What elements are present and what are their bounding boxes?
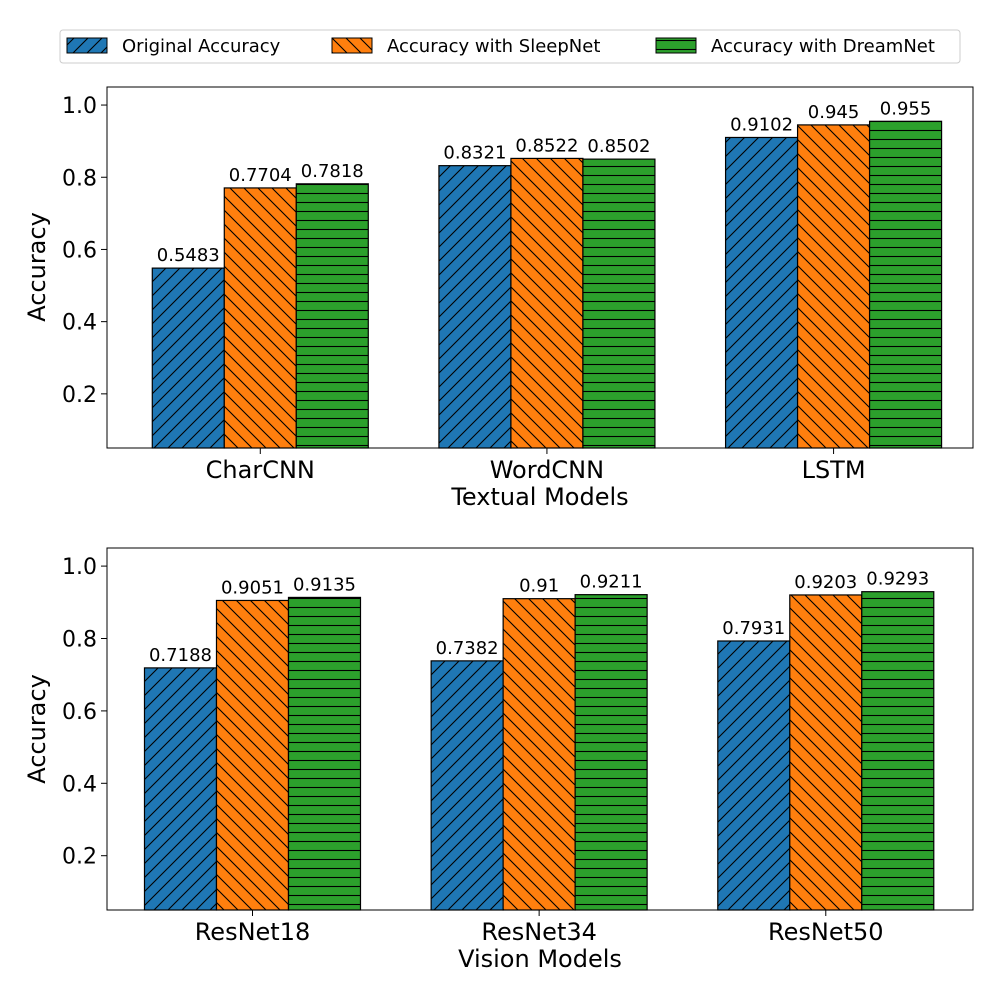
textual-data-label: 0.7704 <box>229 165 292 186</box>
textual-data-label: 0.9102 <box>730 114 793 135</box>
vision-bar-dreamnet-resnet50 <box>861 591 935 911</box>
vision-bar-original-resnet50 <box>717 640 791 911</box>
textual-bar-dreamnet-wordcnn <box>582 158 656 449</box>
textual-bar-original-lstm <box>724 136 799 449</box>
textual-bar-original-charcnn <box>151 267 225 449</box>
textual-x-axis-label: Textual Models <box>450 483 628 511</box>
legend-label-dreamnet: Accuracy with DreamNet <box>711 36 935 57</box>
vision-data-label: 0.9203 <box>794 572 857 593</box>
vision-y-axis-label: Accuracy <box>23 674 51 784</box>
textual-data-label: 0.8321 <box>443 143 506 164</box>
textual-x-tick-label: CharCNN <box>206 456 315 484</box>
vision-data-label: 0.91 <box>519 576 559 597</box>
vision-x-tick-label: ResNet50 <box>768 918 884 946</box>
vision-bar-original-resnet34 <box>430 660 504 911</box>
textual-bar-sleepnet-lstm <box>796 124 871 449</box>
vision-x-tick-label: ResNet34 <box>481 918 597 946</box>
textual-data-label: 0.7818 <box>301 161 364 182</box>
legend: Original Accuracy Accuracy with SleepNet… <box>59 29 961 64</box>
vision-models-chart: Accuracy Vision Models 0.2 0.4 0.6 0.8 1.0 0.… <box>23 547 974 973</box>
vision-data-label: 0.9293 <box>866 569 929 590</box>
legend-swatch-sleepnet <box>331 37 373 54</box>
textual-y-tick-label: 0.8 <box>62 166 97 191</box>
textual-bar-sleepnet-wordcnn <box>510 157 584 449</box>
legend-frame <box>59 29 961 64</box>
vision-bar-sleepnet-resnet34 <box>502 598 576 911</box>
textual-y-tick-label: 0.4 <box>62 311 97 336</box>
vision-data-label: 0.7931 <box>722 618 785 639</box>
vision-data-label: 0.7382 <box>436 638 499 659</box>
textual-data-label: 0.955 <box>880 98 932 119</box>
vision-data-label: 0.9211 <box>580 572 643 593</box>
vision-bar-dreamnet-resnet34 <box>574 594 648 911</box>
vision-x-axis-label: Vision Models <box>458 945 622 973</box>
vision-bar-sleepnet-resnet18 <box>215 599 290 911</box>
vision-y-tick-label: 0.4 <box>62 772 97 797</box>
vision-data-label: 0.9135 <box>293 574 356 595</box>
legend-swatch-dreamnet <box>655 37 697 54</box>
legend-label-sleepnet: Accuracy with SleepNet <box>387 36 600 57</box>
vision-bar-original-resnet18 <box>143 667 218 911</box>
textual-bar-dreamnet-charcnn <box>295 183 369 449</box>
textual-y-tick-label: 1.0 <box>62 94 97 119</box>
vision-data-label: 0.7188 <box>149 645 212 666</box>
vision-data-label: 0.9051 <box>221 577 284 598</box>
textual-data-label: 0.8522 <box>515 135 578 156</box>
textual-bar-original-wordcnn <box>438 165 512 449</box>
textual-x-tick-label: LSTM <box>802 456 866 484</box>
textual-data-label: 0.5483 <box>157 245 220 266</box>
vision-bar-sleepnet-resnet50 <box>789 594 863 911</box>
vision-bar-dreamnet-resnet18 <box>287 596 362 911</box>
vision-x-tick-label: ResNet18 <box>195 918 311 946</box>
legend-swatch-original <box>66 37 108 54</box>
textual-y-axis-label: Accuracy <box>23 212 51 322</box>
textual-bar-dreamnet-lstm <box>868 120 943 449</box>
vision-y-tick-label: 0.8 <box>62 628 97 653</box>
vision-y-tick-label: 0.6 <box>62 700 97 725</box>
textual-data-label: 0.945 <box>808 102 860 123</box>
vision-y-tick-label: 1.0 <box>62 555 97 580</box>
textual-models-chart: Accuracy Textual Models 0.2 0.4 0.6 0.8 1.0 0… <box>23 86 974 511</box>
legend-label-original: Original Accuracy <box>122 36 281 57</box>
textual-y-tick-label: 0.6 <box>62 238 97 263</box>
textual-data-label: 0.8502 <box>587 136 650 157</box>
vision-y-tick-label: 0.2 <box>62 845 97 870</box>
textual-x-tick-label: WordCNN <box>490 456 604 484</box>
textual-bar-sleepnet-charcnn <box>223 187 297 449</box>
textual-y-tick-label: 0.2 <box>62 383 97 408</box>
